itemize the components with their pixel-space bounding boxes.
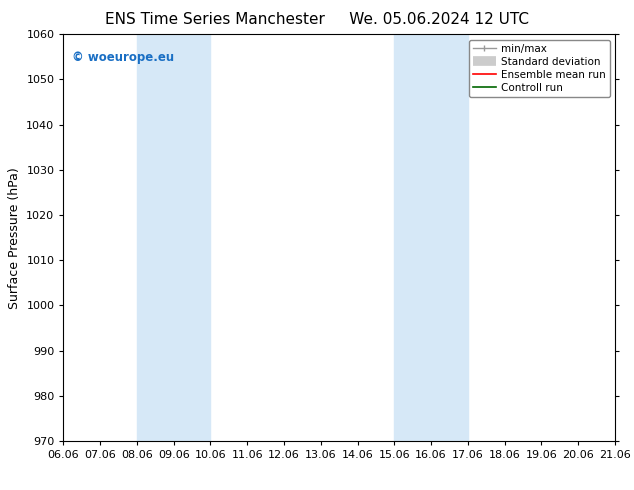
Text: ENS Time Series Manchester     We. 05.06.2024 12 UTC: ENS Time Series Manchester We. 05.06.202… [105, 12, 529, 27]
Y-axis label: Surface Pressure (hPa): Surface Pressure (hPa) [8, 167, 21, 309]
Bar [137, 34, 210, 441]
Bar [394, 34, 468, 441]
Legend: min/max, Standard deviation, Ensemble mean run, Controll run: min/max, Standard deviation, Ensemble me… [469, 40, 610, 97]
Text: © woeurope.eu: © woeurope.eu [72, 50, 174, 64]
